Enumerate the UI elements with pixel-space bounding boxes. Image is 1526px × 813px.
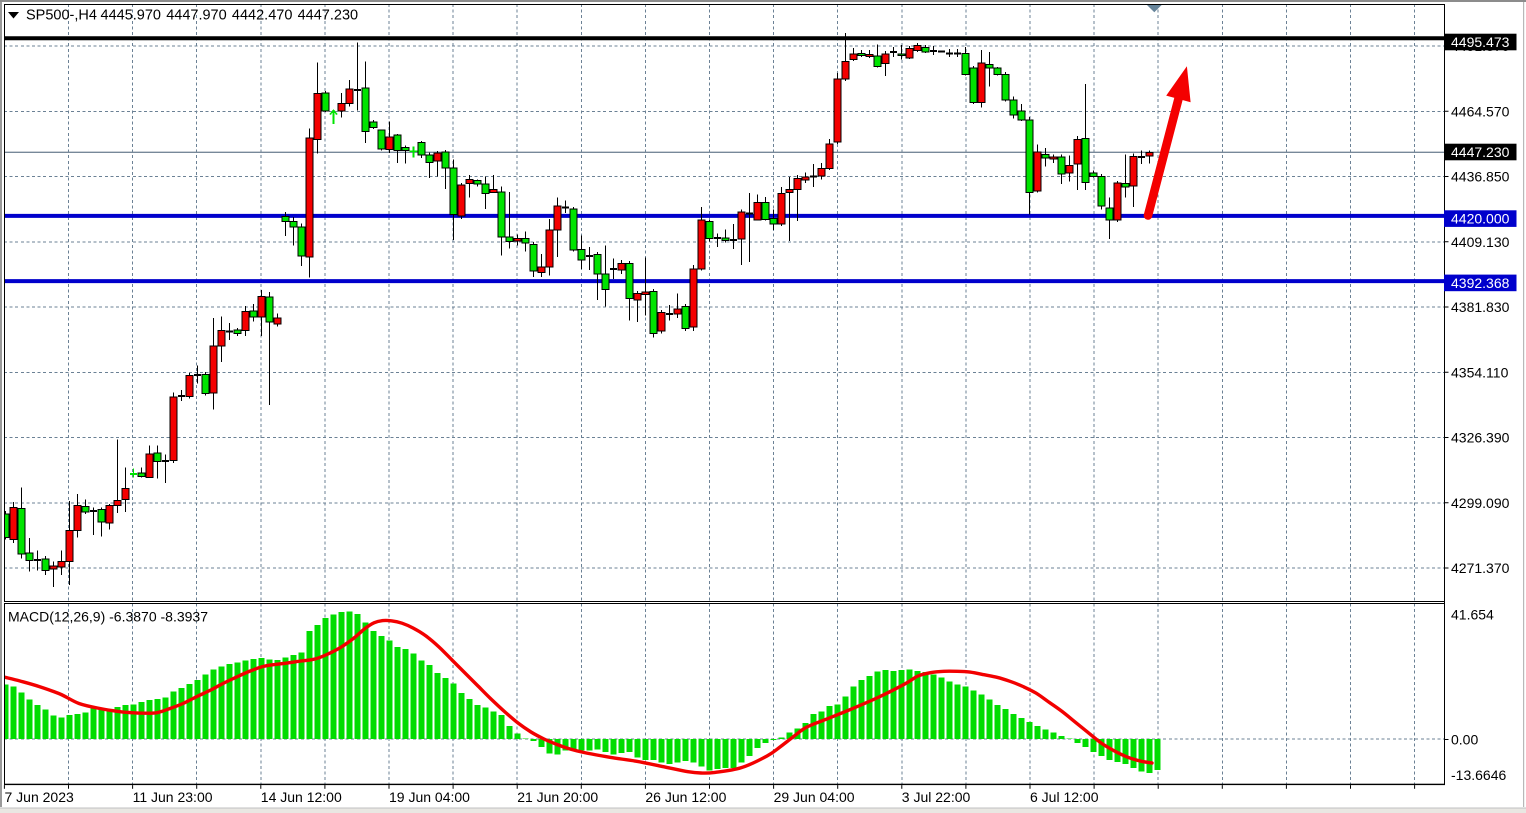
svg-text:-13.6646: -13.6646 xyxy=(1451,767,1506,783)
svg-text:0.00: 0.00 xyxy=(1451,732,1478,748)
svg-text:4392.368: 4392.368 xyxy=(1451,275,1510,291)
svg-text:4299.090: 4299.090 xyxy=(1451,495,1510,511)
svg-text:29 Jun 04:00: 29 Jun 04:00 xyxy=(774,789,855,805)
svg-text:4447.230: 4447.230 xyxy=(1451,144,1510,160)
svg-text:26 Jun 12:00: 26 Jun 12:00 xyxy=(645,789,726,805)
svg-text:4409.130: 4409.130 xyxy=(1451,234,1510,250)
svg-text:4464.570: 4464.570 xyxy=(1451,103,1510,119)
svg-text:SP500-,H4: SP500-,H4 xyxy=(26,8,97,24)
svg-text:4495.473: 4495.473 xyxy=(1451,34,1510,50)
svg-text:4436.850: 4436.850 xyxy=(1451,169,1510,185)
svg-text:MACD(12,26,9) -6.3870 -8.3937: MACD(12,26,9) -6.3870 -8.3937 xyxy=(8,609,208,625)
svg-text:11 Jun 23:00: 11 Jun 23:00 xyxy=(133,789,213,805)
svg-text:4445.970 4447.970 4442.470 444: 4445.970 4447.970 4442.470 4447.230 xyxy=(101,8,359,24)
svg-text:19 Jun 04:00: 19 Jun 04:00 xyxy=(389,789,470,805)
svg-text:21 Jun 20:00: 21 Jun 20:00 xyxy=(517,789,598,805)
svg-text:4381.830: 4381.830 xyxy=(1451,299,1510,315)
svg-text:4354.110: 4354.110 xyxy=(1451,364,1509,380)
svg-text:14 Jun 12:00: 14 Jun 12:00 xyxy=(261,789,342,805)
svg-text:4271.370: 4271.370 xyxy=(1451,560,1510,576)
svg-text:3 Jul 22:00: 3 Jul 22:00 xyxy=(902,789,971,805)
svg-text:7 Jun 2023: 7 Jun 2023 xyxy=(5,789,74,805)
svg-text:41.654: 41.654 xyxy=(1451,607,1494,623)
svg-text:4326.390: 4326.390 xyxy=(1451,430,1510,446)
svg-text:6 Jul 12:00: 6 Jul 12:00 xyxy=(1030,789,1099,805)
svg-text:4420.000: 4420.000 xyxy=(1451,211,1510,227)
